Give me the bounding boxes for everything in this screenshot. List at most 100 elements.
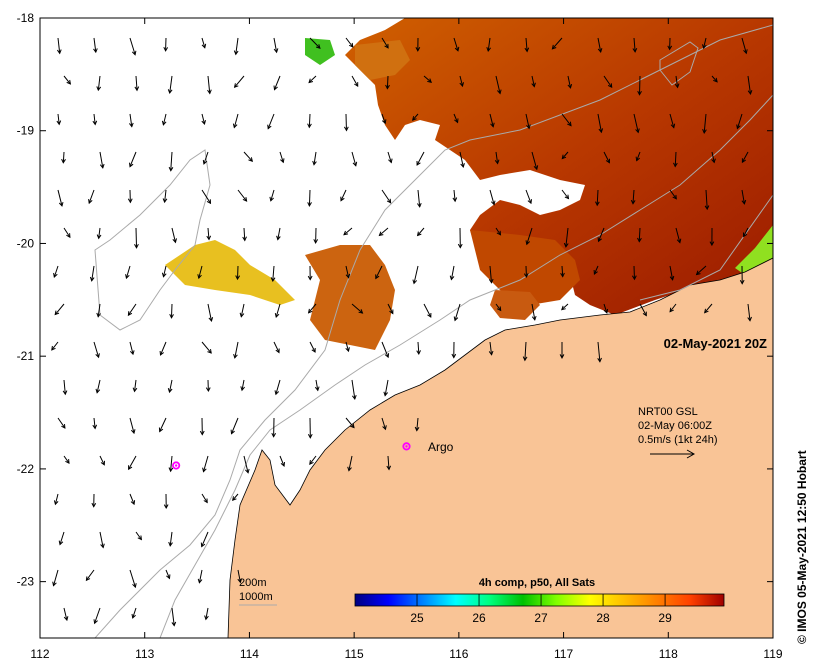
current-vector [234, 341, 239, 358]
current-vector [308, 303, 317, 314]
current-vector [603, 303, 608, 314]
current-vector [129, 37, 136, 55]
current-vector-head [711, 158, 716, 164]
current-vector [132, 607, 137, 619]
current-vector-head [273, 85, 278, 91]
current-vector-head [603, 308, 609, 314]
sst-patch-west [305, 245, 395, 350]
current-vector-head [381, 119, 387, 125]
current-vector [63, 455, 70, 464]
current-vector-head [642, 311, 647, 317]
current-vector [62, 151, 65, 163]
sst-patch-nw-green [305, 38, 335, 65]
current-vector [412, 113, 419, 121]
current-vector-head [452, 197, 458, 203]
current-vector-head [197, 274, 202, 280]
current-vector-head [457, 243, 463, 249]
current-vector [639, 303, 647, 316]
current-vector [198, 265, 203, 279]
current-vector-head [704, 205, 710, 211]
credit-text: © IMOS 05-May-2021 12:50 Hobart [795, 450, 809, 644]
current-vector-head [497, 89, 502, 95]
current-vector-head [202, 159, 208, 165]
current-vector-head [670, 123, 676, 129]
current-vector-head [245, 468, 250, 474]
current-vector-head [311, 347, 316, 353]
current-vector-head [412, 116, 417, 121]
y-tick-label: -20 [17, 236, 35, 250]
legend-200m: 200m [239, 577, 267, 589]
current-vector-head [61, 424, 66, 429]
current-vector-head [739, 279, 745, 285]
current-vector-head [525, 240, 531, 246]
current-vector-head [524, 47, 530, 53]
current-vector-head [127, 311, 133, 317]
current-vector [351, 151, 357, 166]
current-vector-head [635, 156, 641, 162]
current-vector [129, 151, 137, 167]
current-legend: NRT00 GSL 02-May 06:00Z 0.5m/s (1kt 24h) [638, 406, 717, 459]
current-vector-head [747, 90, 753, 96]
current-vector-head [95, 353, 100, 359]
current-vector-head [607, 83, 613, 89]
current-vector-head [674, 83, 680, 89]
current-vector-head [96, 234, 102, 240]
current-vector-head [702, 129, 707, 134]
current-vector [63, 75, 71, 85]
current-vector [489, 265, 492, 283]
current-vector [159, 417, 167, 432]
current-vector-head [307, 433, 313, 439]
current-vector-head [563, 242, 569, 248]
current-vector-head [206, 235, 212, 241]
current-vector-head [526, 124, 531, 130]
current-vector-head [345, 273, 351, 279]
current-vector [233, 113, 239, 128]
current-vector [171, 227, 176, 243]
current-vector-head [531, 315, 537, 321]
current-vector-head [695, 270, 701, 276]
current-vector [63, 379, 66, 395]
current-vector-head [267, 124, 272, 130]
current-vector [201, 341, 212, 354]
current-vector [198, 569, 203, 583]
current-vector-head [127, 198, 133, 204]
current-vector [487, 37, 491, 52]
current-vector [169, 75, 173, 94]
current-vector [231, 417, 239, 434]
current-vector [489, 113, 494, 127]
current-vector-head [161, 272, 167, 278]
current-vector [125, 265, 131, 279]
current-vector [57, 189, 63, 207]
current-vector [135, 531, 142, 540]
current-vector [97, 75, 101, 91]
bathymetry-legend: 200m 1000m [239, 577, 277, 606]
colorbar-title: 4h comp, p50, All Sats [479, 577, 595, 589]
date-label: 02-May-2021 20Z [664, 336, 767, 351]
current-vector-head [605, 158, 610, 164]
current-vector [243, 151, 253, 162]
current-vector-head [490, 200, 496, 206]
current-vector-head [743, 232, 748, 238]
current-vector-head [54, 310, 60, 316]
current-vector-head [427, 312, 432, 318]
current-vector [345, 37, 354, 48]
current-vector [597, 113, 602, 133]
current-vector-head [551, 44, 557, 50]
current-vector [273, 37, 278, 53]
current-vector-head [384, 353, 390, 359]
current-vector [201, 113, 206, 125]
current-vector-head [270, 277, 276, 283]
current-vector-head [273, 48, 279, 54]
current-vector-head [713, 77, 718, 83]
current-vector-head [669, 307, 674, 313]
current-vector-head [350, 423, 355, 429]
current-vector [128, 455, 137, 470]
current-vector-head [85, 576, 91, 582]
current-vector [207, 75, 211, 94]
current-vector-head [741, 158, 746, 164]
current-vector-head [159, 350, 164, 356]
y-tick-label: -22 [17, 462, 35, 476]
current-vector-head [269, 196, 274, 202]
current-vector [567, 75, 571, 89]
x-axis: 112 113 114 115 116 117 118 119 [30, 18, 783, 661]
